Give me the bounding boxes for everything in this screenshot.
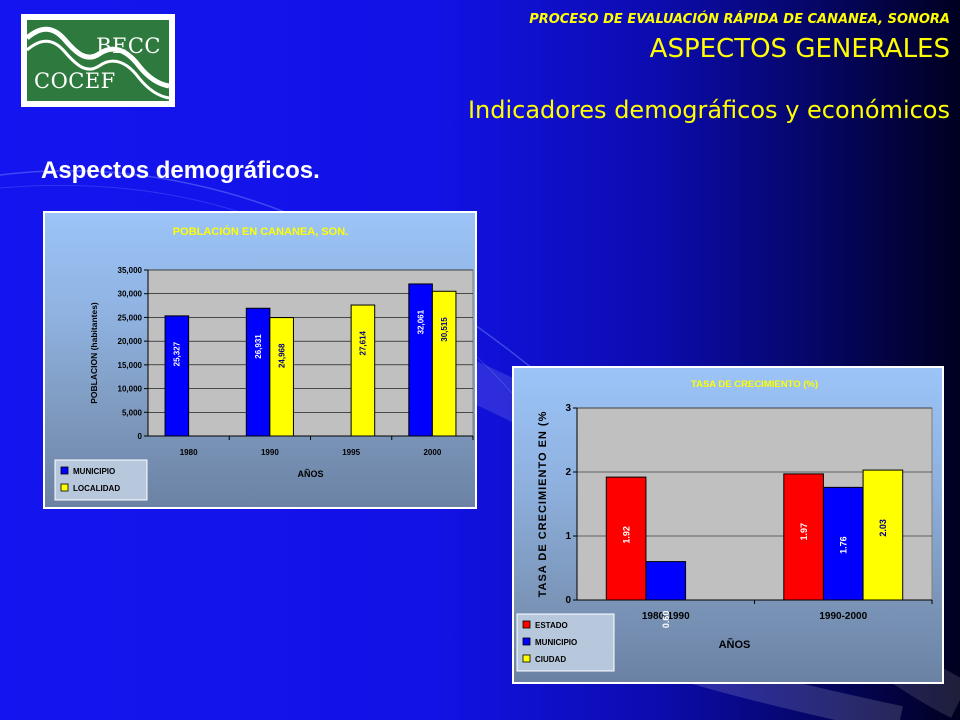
y-axis-label: TASA DE CRECIMIENTO EN (% bbox=[537, 411, 549, 598]
legend-label: MUNICIPIO bbox=[535, 638, 577, 647]
logo-wave-icon bbox=[27, 26, 169, 100]
growth-rate-chart-svg: TASA DE CRECIMIENTO (%) 0 1 2 3 TASA DE CRECI… bbox=[516, 379, 933, 672]
chart-title: TASA DE CRECIMIENTO (%) bbox=[691, 379, 818, 390]
y-tick-label: 15,000 bbox=[118, 361, 143, 370]
bar-value-label: 2.03 bbox=[878, 519, 888, 537]
bar-value-label: 24,968 bbox=[277, 343, 286, 368]
x-tick-label: 1990 bbox=[261, 448, 279, 457]
becc-cocef-logo: BECC COCEF bbox=[21, 14, 175, 107]
bar bbox=[350, 304, 376, 437]
bar bbox=[862, 469, 904, 601]
legend-label: LOCALIDAD bbox=[73, 484, 120, 493]
population-chart-svg: POBLACIÓN EN CANANEA, SON. 0 5,000 10,000 15… bbox=[54, 225, 474, 501]
bar bbox=[822, 486, 864, 601]
legend-label: CIUDAD bbox=[535, 655, 566, 664]
bar-value-label: 27,614 bbox=[359, 330, 368, 355]
slide-subtitle: Indicadores demográficos y económicos bbox=[467, 96, 950, 124]
y-tick-label: 1 bbox=[565, 531, 571, 542]
legend-swatch bbox=[522, 637, 531, 646]
y-tick-label: 10,000 bbox=[118, 385, 143, 394]
y-tick-label: 3 bbox=[565, 403, 571, 414]
slide-title: ASPECTOS GENERALES bbox=[649, 34, 950, 64]
y-axis-label: POBLACION (habitantes) bbox=[89, 302, 99, 404]
bar-value-label: 1.92 bbox=[621, 526, 631, 544]
bar-value-label: 26,931 bbox=[254, 334, 263, 359]
x-axis-label: AÑOS bbox=[719, 638, 751, 651]
bar bbox=[269, 317, 294, 437]
legend-swatch bbox=[522, 620, 531, 629]
bar-value-label: 25,327 bbox=[173, 341, 182, 366]
y-tick-label: 25,000 bbox=[118, 313, 143, 322]
y-tick-label: 0 bbox=[138, 432, 143, 441]
bar-value-label: 1.76 bbox=[838, 536, 848, 554]
y-tick-label: 30,000 bbox=[118, 290, 143, 299]
growth-rate-chart: TASA DE CRECIMIENTO (%) 0 1 2 3 TASA DE CRECI… bbox=[512, 366, 944, 684]
bar-value-label: 30,515 bbox=[440, 317, 449, 342]
y-tick-label: 0 bbox=[565, 595, 571, 606]
logo-top-text: BECC bbox=[96, 34, 161, 58]
legend-label: MUNICIPIO bbox=[73, 467, 115, 476]
chart-title: POBLACIÓN EN CANANEA, SON. bbox=[173, 225, 348, 238]
section-heading: Aspectos demográficos. bbox=[41, 157, 320, 184]
x-axis-label: AÑOS bbox=[297, 469, 323, 479]
legend-box bbox=[54, 459, 148, 501]
bar bbox=[605, 476, 647, 601]
legend-box bbox=[516, 613, 615, 672]
y-tick-label: 5,000 bbox=[122, 408, 143, 417]
bar-value-label: 1.97 bbox=[799, 523, 809, 541]
legend-swatch bbox=[60, 466, 69, 475]
bar bbox=[408, 283, 433, 437]
bar bbox=[245, 307, 271, 437]
x-tick-label: 1990-2000 bbox=[819, 611, 867, 622]
x-tick-label: 2000 bbox=[423, 448, 441, 457]
bar-value-label: 0.60 bbox=[661, 611, 671, 629]
legend-swatch bbox=[60, 483, 69, 492]
x-tick-label: 1995 bbox=[342, 448, 360, 457]
x-tick-label: 1980-1990 bbox=[642, 611, 690, 622]
bar bbox=[645, 561, 687, 601]
y-tick-label: 20,000 bbox=[118, 337, 143, 346]
legend-swatch bbox=[522, 654, 531, 663]
x-tick-label: 1980 bbox=[180, 448, 198, 457]
process-title: PROCESO DE EVALUACIÓN RÁPIDA DE CANANEA,… bbox=[529, 12, 950, 27]
bar-value-label: 32,061 bbox=[416, 309, 425, 334]
y-tick-label: 35,000 bbox=[118, 266, 143, 275]
population-chart: POBLACIÓN EN CANANEA, SON. 0 5,000 10,000 15… bbox=[43, 211, 477, 509]
bar bbox=[431, 290, 457, 437]
bar bbox=[164, 315, 190, 437]
bar bbox=[783, 473, 824, 601]
logo-bottom-text: COCEF bbox=[34, 69, 116, 93]
legend-label: ESTADO bbox=[535, 621, 568, 630]
y-tick-label: 2 bbox=[565, 467, 571, 478]
